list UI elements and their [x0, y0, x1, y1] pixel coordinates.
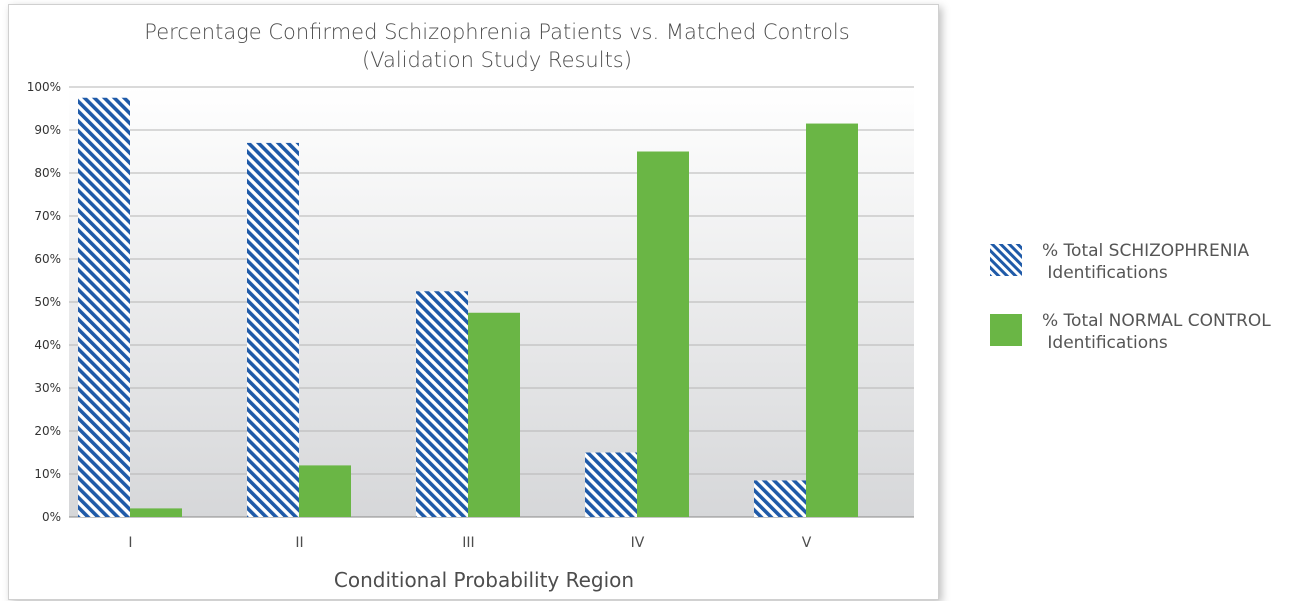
- legend: % Total SCHIZOPHRENIA Identifications % …: [990, 240, 1308, 380]
- x-tick-label: I: [128, 535, 132, 551]
- bar-schizophrenia: [754, 480, 806, 517]
- chart-frame: Percentage Confirmed Schizophrenia Patie…: [8, 4, 939, 600]
- bar-normal-control: [806, 123, 858, 518]
- legend-label-normal-control: % Total NORMAL CONTROL Identifications: [1042, 311, 1271, 353]
- chart-title: Percentage Confirmed Schizophrenia Patie…: [144, 20, 849, 44]
- x-tick-label: V: [802, 535, 812, 551]
- y-tick-label: 10%: [34, 467, 61, 481]
- x-tick-label: III: [462, 535, 474, 551]
- bar-normal-control: [637, 151, 689, 517]
- bar-schizophrenia: [416, 291, 468, 517]
- bar-schizophrenia: [78, 97, 130, 517]
- solid-swatch-icon: [990, 314, 1022, 346]
- x-tick-label: II: [295, 535, 303, 551]
- x-tick-label: IV: [631, 535, 645, 551]
- x-axis-label: Conditional Probability Region: [334, 568, 634, 592]
- bars: [78, 97, 858, 518]
- legend-item-schizophrenia: % Total SCHIZOPHRENIA Identifications: [990, 240, 1308, 310]
- hatched-swatch-icon: [990, 244, 1022, 276]
- y-tick-label: 60%: [34, 252, 61, 266]
- bar-schizophrenia: [247, 142, 299, 517]
- y-tick-label: 80%: [34, 166, 61, 180]
- bar-normal-control: [468, 312, 520, 517]
- y-axis: 0% 10% 20% 30% 40% 50% 60% 70% 80% 90% 100%: [27, 80, 61, 524]
- y-tick-label: 20%: [34, 424, 61, 438]
- bar-normal-control: [299, 465, 351, 517]
- y-tick-label: 70%: [34, 209, 61, 223]
- bar-schizophrenia: [585, 452, 637, 517]
- y-tick-label: 50%: [34, 295, 61, 309]
- y-tick-label: 100%: [27, 80, 61, 94]
- legend-label-schizophrenia: % Total SCHIZOPHRENIA Identifications: [1042, 241, 1250, 283]
- y-tick-label: 90%: [34, 123, 61, 137]
- y-tick-label: 30%: [34, 381, 61, 395]
- y-tick-label: 0%: [42, 510, 61, 524]
- x-axis: I II III IV V: [128, 535, 811, 551]
- bar-normal-control: [130, 508, 182, 517]
- chart-subtitle: (Validation Study Results): [362, 48, 632, 72]
- y-tick-label: 40%: [34, 338, 61, 352]
- bar-chart: Percentage Confirmed Schizophrenia Patie…: [27, 20, 914, 592]
- legend-item-normal-control: % Total NORMAL CONTROL Identifications: [990, 310, 1308, 380]
